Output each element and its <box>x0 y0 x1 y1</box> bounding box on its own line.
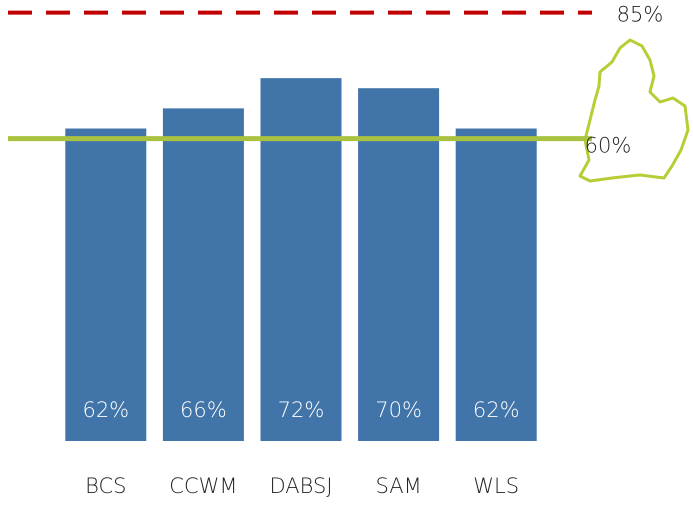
value-label: 62% <box>473 398 520 422</box>
bar <box>358 88 440 441</box>
bar <box>455 128 537 441</box>
bar <box>260 78 342 442</box>
value-label: 70% <box>375 398 422 422</box>
value-label: 66% <box>180 398 227 422</box>
bar <box>65 128 147 441</box>
value-label: 62% <box>82 398 129 422</box>
value-label: 72% <box>278 398 325 422</box>
x-tick-label: WLS <box>473 474 519 498</box>
bar <box>162 108 244 442</box>
x-tick-label: BCS <box>85 474 126 498</box>
reference-label: 60% <box>585 134 632 158</box>
x-tick-label: CCWM <box>169 474 237 498</box>
reference-label: 85% <box>617 3 664 27</box>
x-tick-label: SAM <box>375 474 421 498</box>
michigan-outline <box>578 38 690 183</box>
x-tick-label: DABSJ <box>269 474 332 498</box>
